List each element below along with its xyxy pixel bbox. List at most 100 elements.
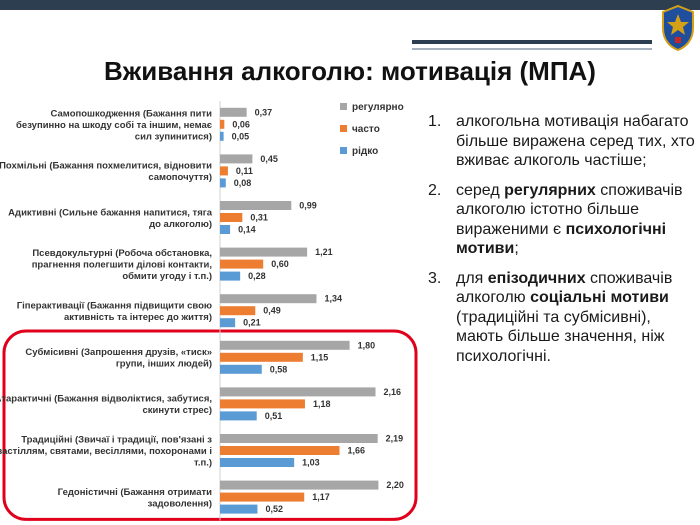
motivation-bar-chart: Самопошкодження (Бажання пити безупинно н… (0, 101, 418, 521)
bar-often (220, 213, 243, 222)
bar-rare (220, 504, 258, 514)
finding-number: 2. (428, 181, 442, 199)
top-accent-bar (0, 0, 700, 10)
category-label: Гедоністичні (Бажання отримати задоволенн… (58, 487, 212, 510)
bar-regular (220, 247, 308, 257)
finding-text: споживачів алкоголю істотно більше вираж… (456, 181, 683, 238)
bar-regular (220, 201, 292, 210)
bar-regular (220, 480, 379, 490)
finding-text: (традиційні та субмісивні), мають більше… (456, 308, 665, 365)
data-label: 0,99 (299, 201, 317, 211)
finding-number: 1. (428, 113, 442, 130)
data-label: 1,21 (315, 247, 333, 257)
bar-often (220, 492, 305, 502)
bar-rare (220, 458, 295, 467)
data-label: 0,05 (232, 131, 250, 141)
legend-swatch (340, 103, 347, 110)
data-label: 0,49 (263, 306, 281, 316)
data-label: 0,28 (248, 271, 266, 281)
finding-text: серед (456, 181, 505, 199)
category-label: Адиктивні (Сильне бажання напитися, тяга… (8, 207, 213, 230)
finding-item: 3. для епізодичних споживачів алкоголю со… (428, 269, 696, 367)
bar-regular (220, 340, 350, 350)
data-label: 0,60 (271, 259, 289, 269)
data-label: 2,16 (384, 387, 402, 397)
category-label: Гіпер­активації (Бажання підвищити свою а… (17, 300, 212, 323)
category-label: Похмільні (Бажання похмелитися, відновит… (0, 161, 212, 184)
category-label-line: Традиційні (Звичаї і традиції, пов'язані… (21, 435, 212, 446)
slide-title: Вживання алкоголю: мотивація (МПА) (104, 56, 596, 86)
findings-list: 1. алкогольна мотивація набагато більше в… (428, 112, 696, 376)
data-label: 0,11 (236, 166, 253, 176)
bar-rare (220, 131, 224, 141)
finding-emphasis: епізодичних (487, 269, 586, 287)
category-label-line: скинути стрес) (143, 405, 213, 416)
legend-label: регулярно (352, 102, 404, 113)
category-label-line: прагнення полегшити ділові контакти, (32, 260, 212, 271)
bar-often (220, 446, 340, 455)
category-label-line: Псевдокультурні (Робоча обстановка, (32, 248, 212, 259)
category-label-line: Самопошкодження (Бажання пити (51, 108, 213, 119)
category-label-line: застіллям, святами, весіллями, похоронам… (0, 446, 212, 457)
data-label: 0,21 (243, 318, 261, 328)
finding-text: споживачів алкоголю (456, 269, 673, 307)
bar-rare (220, 318, 236, 328)
bar-often (220, 352, 303, 362)
finding-text: алкогольна мотивація набагато більше вир… (456, 113, 695, 170)
category-label: Традиційні (Звичаї і традиції, пов'язані… (0, 435, 212, 469)
bar-rare (220, 411, 257, 421)
legend-swatch (340, 147, 347, 154)
finding-item: 2. серед регулярних споживачів алкоголю і… (428, 181, 696, 259)
data-label: 1,66 (348, 446, 366, 456)
finding-number: 3. (428, 269, 442, 287)
data-label: 0,37 (255, 107, 273, 117)
finding-text: ; (514, 240, 519, 258)
data-label: 0,45 (260, 154, 278, 164)
bar-often (220, 259, 264, 269)
highlight-frame (2, 329, 418, 521)
finding-emphasis: соціальні мотиви (530, 289, 669, 307)
category-label: Субмісивні (Запрошення друзів, «тиск» гру… (25, 347, 212, 370)
category-label-line: Гедоністичні (Бажання отримати (58, 487, 212, 498)
bar-regular (220, 387, 376, 397)
finding-emphasis: регулярних (504, 181, 596, 199)
bar-rare (220, 364, 262, 374)
bar-rare (220, 178, 226, 188)
data-label: 1,17 (312, 492, 330, 502)
bar-regular (220, 107, 247, 117)
category-label-line: активність та інтерес до життя) (64, 312, 212, 323)
category-label-line: Атарактичні (Бажання відволіктися, забут… (0, 394, 212, 405)
bar-regular (220, 154, 253, 164)
bar-often (220, 399, 305, 409)
bar-often (220, 166, 228, 176)
data-label: 0,14 (238, 225, 256, 235)
data-label: 0,08 (234, 178, 252, 188)
police-emblem-logo (662, 4, 694, 52)
finding-emphasis: психологічні мотиви (456, 220, 667, 258)
data-label: 0,06 (232, 119, 250, 129)
legend-swatch (340, 125, 347, 132)
category-label-line: задоволення) (148, 498, 212, 509)
category-label-line: безупинно на шкоду собі та іншим, немає (16, 120, 212, 131)
decorative-line (412, 40, 652, 44)
category-label-line: т.п.) (194, 458, 212, 469)
data-label: 1,80 (358, 340, 376, 350)
category-label-line: Гіпер­активації (Бажання підвищити свою (17, 300, 212, 311)
data-label: 1,03 (302, 458, 320, 468)
data-label: 1,34 (324, 294, 342, 304)
data-label: 0,51 (265, 411, 283, 421)
data-label: 0,52 (265, 504, 283, 514)
bar-rare (220, 225, 231, 234)
category-label-line: самопочуття) (148, 172, 212, 183)
data-label: 1,18 (313, 399, 331, 409)
finding-text: для (456, 269, 488, 287)
data-label: 1,15 (311, 352, 329, 362)
bar-regular (220, 434, 378, 443)
category-label: Атарактичні (Бажання відволіктися, забут… (0, 394, 212, 417)
category-label: Самопошкодження (Бажання пити безупинно н… (16, 108, 212, 142)
category-label-line: сил зупинитися) (135, 131, 212, 142)
decorative-line-thin (412, 48, 652, 50)
category-label-line: до алкоголю) (149, 219, 212, 230)
category-label-line: обмити угоду і т.п.) (122, 271, 212, 282)
bar-rare (220, 271, 241, 281)
